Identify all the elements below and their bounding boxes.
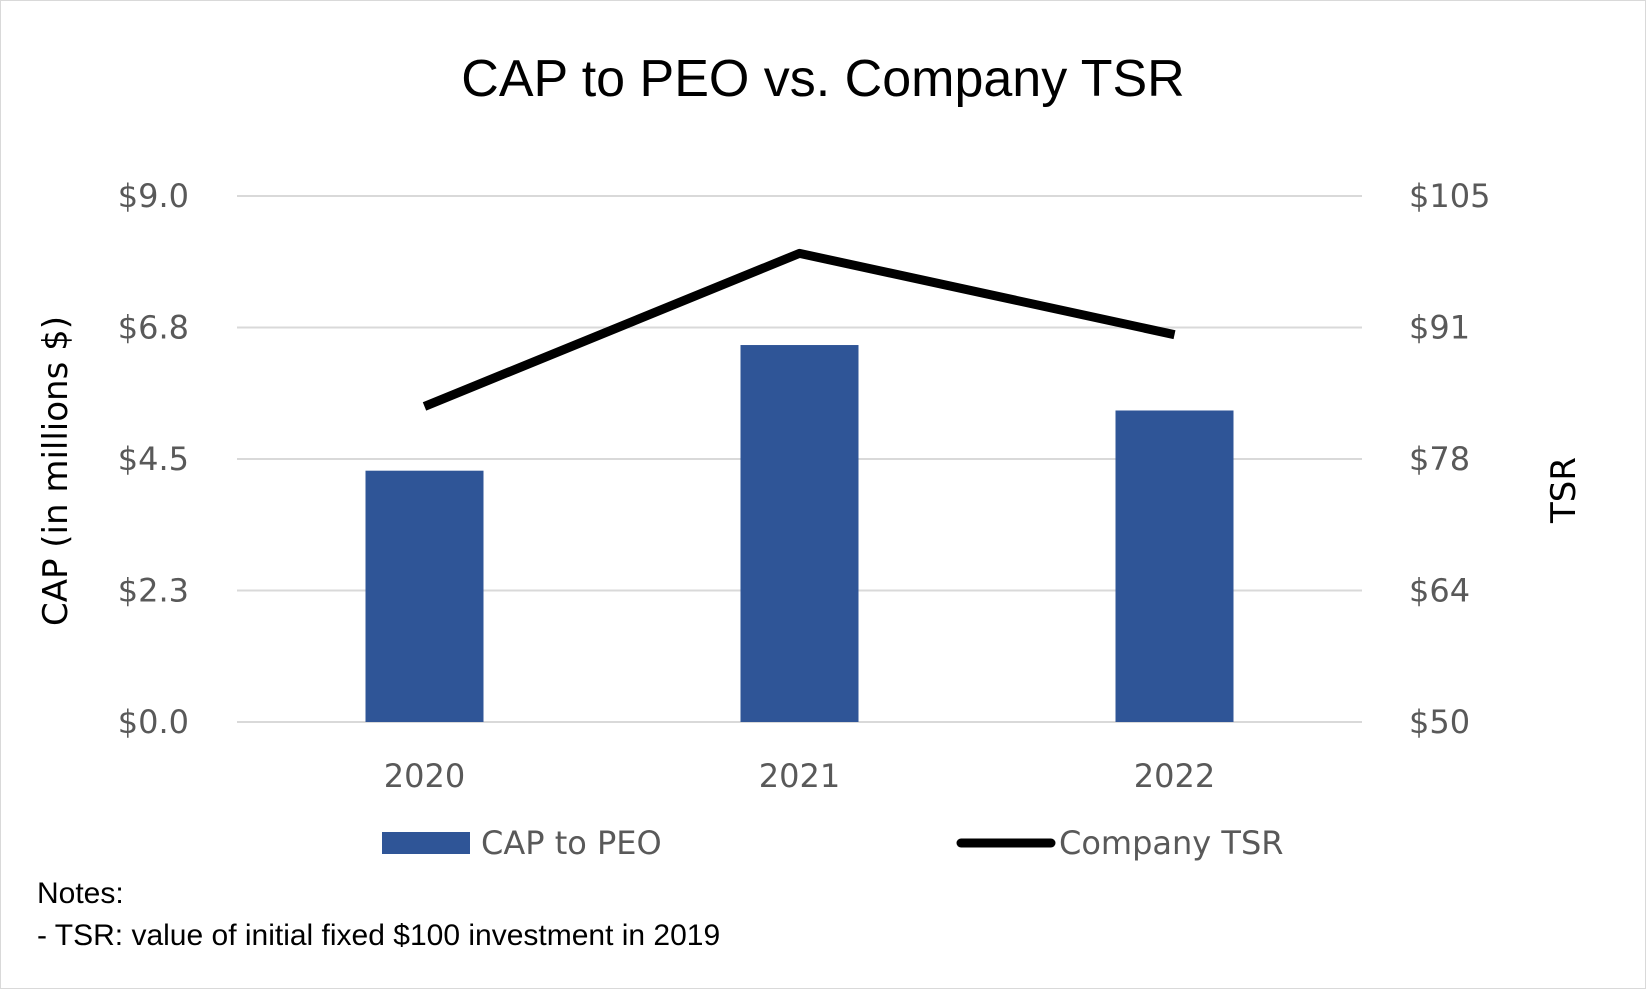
bar (740, 345, 859, 722)
notes-line: - TSR: value of initial fixed $100 inves… (37, 919, 721, 952)
left-tick-label: $9.0 (118, 177, 189, 215)
legend-label-tsr: Company TSR (1059, 824, 1284, 862)
right-tick-label: $91 (1409, 309, 1470, 347)
left-tick-label: $6.8 (118, 309, 189, 347)
left-axis-ticks: $0.0 $2.3 $4.5 $6.8 $9.0 (118, 177, 189, 741)
right-tick-label: $64 (1409, 572, 1470, 610)
bar (1115, 410, 1234, 722)
left-tick-label: $4.5 (118, 440, 189, 478)
x-tick-label: 2020 (384, 757, 465, 795)
line-series (422, 248, 1176, 411)
right-tick-label: $50 (1409, 703, 1470, 741)
legend-label-cap: CAP to PEO (481, 824, 662, 862)
legend: CAP to PEO Company TSR (382, 824, 1284, 862)
right-axis-ticks: $50 $64 $78 $91 $105 (1409, 177, 1490, 741)
bar (365, 470, 484, 722)
notes-heading: Notes: (37, 877, 124, 910)
legend-swatch-cap (382, 832, 470, 854)
x-axis-ticks: 2020 2021 2022 (384, 757, 1215, 795)
chart-title: CAP to PEO vs. Company TSR (461, 50, 1184, 108)
right-tick-label: $105 (1409, 177, 1490, 215)
bar-series (365, 345, 1234, 722)
right-axis-title: TSR (1544, 457, 1584, 524)
left-tick-label: $0.0 (118, 703, 189, 741)
left-tick-label: $2.3 (118, 572, 189, 610)
x-tick-label: 2021 (759, 757, 840, 795)
right-tick-label: $78 (1409, 440, 1470, 478)
left-axis-title: CAP (in millions $) (36, 316, 76, 626)
x-tick-label: 2022 (1134, 757, 1215, 795)
